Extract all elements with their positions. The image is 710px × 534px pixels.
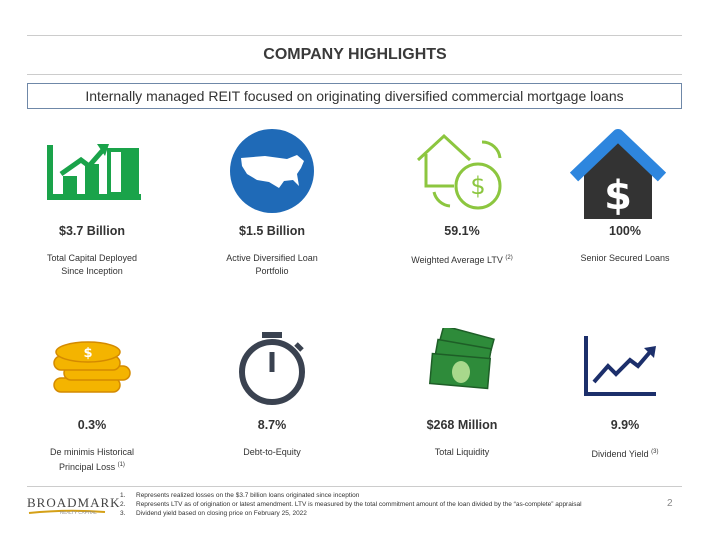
house-dollar-icon: $ <box>416 133 502 210</box>
cash-icon <box>428 328 495 390</box>
highlight-label: Debt-to-Equity <box>187 446 357 459</box>
footnote-ref: (2) <box>505 255 513 261</box>
footnote-number: 2. <box>120 501 126 508</box>
subtitle: Internally managed REIT focused on origi… <box>27 83 682 109</box>
highlight-label: Total Capital Deployed Since Inception <box>7 252 177 278</box>
highlight: $268 Million Total Liquidity <box>377 418 547 459</box>
label-line: Dividend Yield <box>591 449 649 459</box>
footnote: 2. Represents LTV as of origination or la… <box>120 501 582 508</box>
highlight: $1.5 Billion Active Diversified Loan Portf… <box>187 224 357 278</box>
highlight: 8.7% Debt-to-Equity <box>187 418 357 459</box>
footer-rule <box>27 486 682 487</box>
label-line: Debt-to-Equity <box>243 447 301 457</box>
highlight-value: 9.9% <box>610 418 640 432</box>
slide-title: COMPANY HIGHLIGHTS <box>263 46 447 63</box>
top-rule <box>27 35 682 36</box>
footnote-ref: (1) <box>117 462 125 468</box>
footnote-text: Represents realized losses on the $3.7 b… <box>136 492 360 499</box>
highlight: 59.1% Weighted Average LTV (2) <box>377 224 547 267</box>
highlight-value: $1.5 Billion <box>239 224 305 238</box>
coins-icon: $ <box>53 341 131 393</box>
highlight-label: De minimis Historical Principal Loss (1) <box>7 446 177 474</box>
footnote-text: Represents LTV as of origination or late… <box>136 501 582 508</box>
footnote: 3. Dividend yield based on closing price … <box>120 510 307 517</box>
logo-swoosh <box>28 509 106 514</box>
highlight-value: 59.1% <box>444 224 480 238</box>
highlight-label: Weighted Average LTV (2) <box>377 252 547 267</box>
secured-house-icon: $ <box>570 129 666 219</box>
highlight-value: 100% <box>609 224 641 238</box>
footnote-number: 1. <box>120 492 126 499</box>
highlight-value: $268 Million <box>426 418 498 432</box>
us-map-icon <box>230 129 314 213</box>
label-line: Total Liquidity <box>434 447 490 457</box>
label-line: Weighted Average LTV <box>411 255 503 265</box>
label-line: Since Inception <box>61 266 123 276</box>
highlight-label: Total Liquidity <box>377 446 547 459</box>
label-line: Principal Loss <box>59 462 116 472</box>
growth-chart-icon <box>584 336 656 396</box>
label-line: Portfolio <box>255 266 289 276</box>
highlight-value: $3.7 Billion <box>59 224 125 238</box>
highlight-label: Dividend Yield (3) <box>540 446 710 461</box>
highlight-value: 8.7% <box>257 418 287 432</box>
label-line: Total Capital Deployed <box>46 253 138 263</box>
footnote: 1. Represents realized losses on the $3.7… <box>120 492 359 499</box>
stopwatch-icon <box>239 332 305 405</box>
page-number: 2 <box>667 498 673 509</box>
highlight: 9.9% Dividend Yield (3) <box>540 418 710 461</box>
bar-chart-icon <box>47 144 141 200</box>
highlight: 100% Senior Secured Loans <box>540 224 710 265</box>
footnote-text: Dividend yield based on closing price on… <box>136 510 307 517</box>
highlight: 0.3% De minimis Historical Principal Loss … <box>7 418 177 474</box>
highlight-label: Senior Secured Loans <box>540 252 710 265</box>
footnote-number: 3. <box>120 510 126 517</box>
footnote-ref: (3) <box>651 449 659 455</box>
highlight: $3.7 Billion Total Capital Deployed Since … <box>7 224 177 278</box>
highlight-label: Active Diversified Loan Portfolio <box>187 252 357 278</box>
highlight-value: 0.3% <box>77 418 107 432</box>
svg-text:$: $ <box>470 172 485 200</box>
title-rule <box>27 74 682 75</box>
label-line: Senior Secured Loans <box>580 253 670 263</box>
logo: BROADMARK <box>27 495 121 510</box>
svg-text:$: $ <box>604 173 632 219</box>
label-line: Active Diversified Loan <box>226 253 318 263</box>
label-line: De minimis Historical <box>49 447 134 457</box>
svg-text:$: $ <box>83 346 92 361</box>
logo-tagline: REALTY CAPITAL <box>60 510 97 515</box>
